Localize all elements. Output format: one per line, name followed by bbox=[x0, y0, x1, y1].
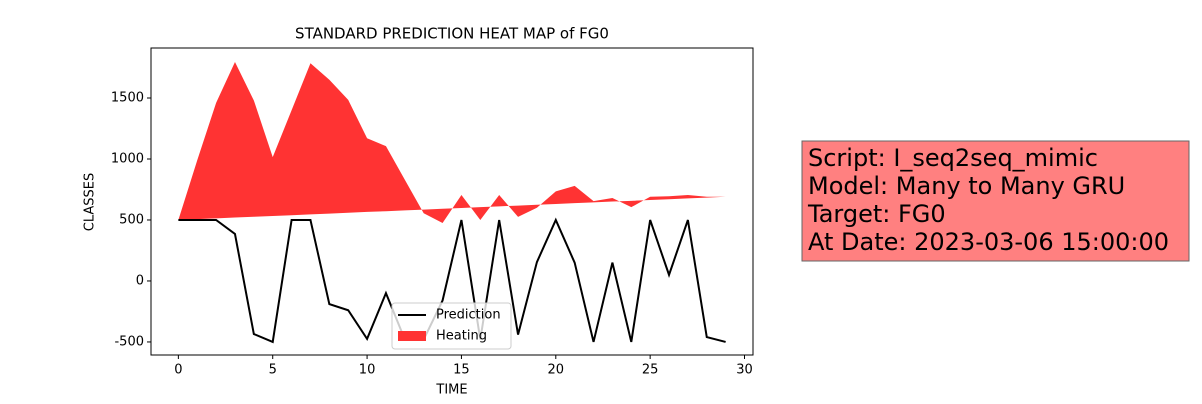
x-tick-label: 20 bbox=[548, 363, 565, 378]
x-tick-label: 30 bbox=[736, 363, 753, 378]
info-box bbox=[801, 140, 1190, 262]
y-tick-label: 0 bbox=[136, 273, 144, 288]
x-tick-label: 0 bbox=[174, 363, 182, 378]
y-tick-label: 500 bbox=[119, 212, 144, 227]
info-line: Target: FG0 bbox=[807, 200, 946, 228]
plot-frame bbox=[150, 47, 754, 356]
line bbox=[178, 217, 726, 344]
x-tick-label: 25 bbox=[642, 363, 659, 378]
x-tick-label: 15 bbox=[453, 363, 470, 378]
x-axis-label: TIME bbox=[435, 383, 467, 398]
chart-title: STANDARD PREDICTION HEAT MAP of FG0 bbox=[295, 25, 609, 43]
y-tick-label: 1500 bbox=[111, 91, 144, 106]
x-tick-label: 10 bbox=[359, 363, 376, 378]
area bbox=[178, 62, 726, 224]
info-line: Script: I_seq2seq_mimic bbox=[808, 144, 1098, 172]
y-axis-label: CLASSES bbox=[83, 173, 98, 231]
info-line: At Date: 2023-03-06 15:00:00 bbox=[808, 228, 1169, 256]
legend-label: Prediction bbox=[436, 308, 501, 323]
info-line: Model: Many to Many GRU bbox=[808, 172, 1125, 200]
legend-patch bbox=[398, 331, 426, 341]
y-tick-label: 1000 bbox=[111, 151, 144, 166]
legend-label: Heating bbox=[436, 329, 487, 344]
x-tick-label: 5 bbox=[269, 363, 277, 378]
y-tick-label: -500 bbox=[114, 334, 144, 349]
